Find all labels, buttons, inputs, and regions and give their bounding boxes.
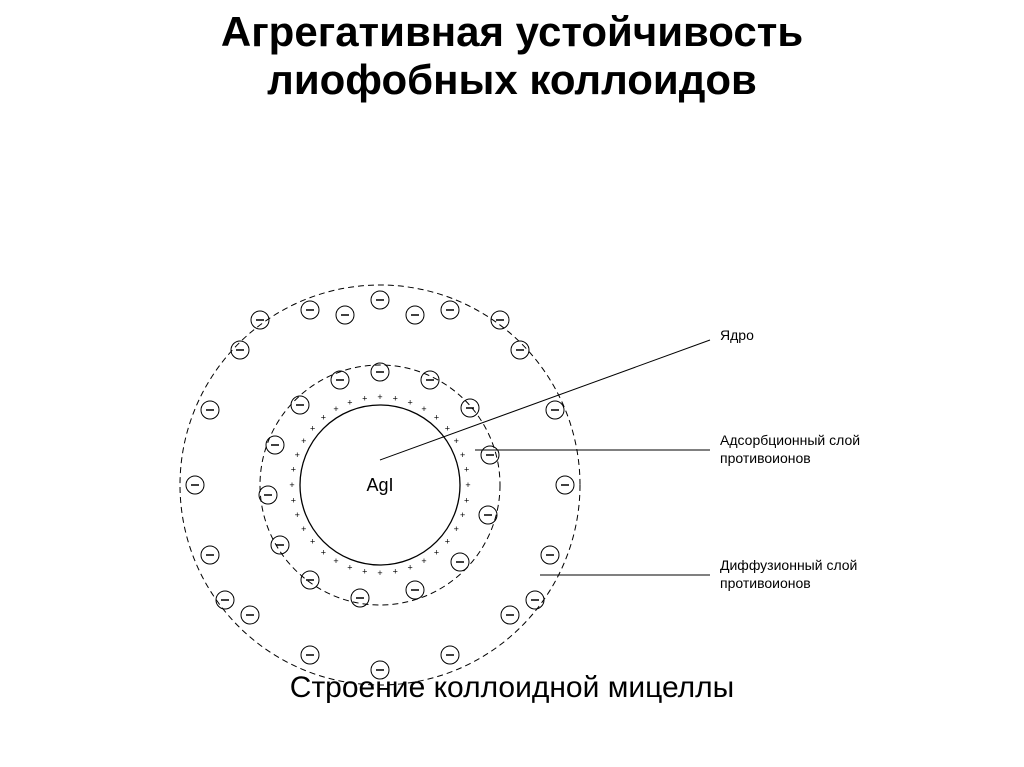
title-line-2: лиофобных коллоидов — [267, 56, 757, 103]
svg-text:+: + — [295, 510, 300, 520]
page-title: Агрегативная устойчивость лиофобных колл… — [0, 0, 1024, 105]
svg-text:+: + — [377, 568, 382, 578]
svg-text:+: + — [393, 393, 398, 403]
svg-text:+: + — [295, 450, 300, 460]
micelle-svg: + + + + + + + + + + + + + + + + + + + + + + + + + + + + + + + + + + + + AgI Я… — [0, 150, 1024, 750]
svg-text:+: + — [421, 556, 426, 566]
svg-text:+: + — [347, 563, 352, 573]
svg-text:+: + — [321, 413, 326, 423]
svg-text:+: + — [460, 510, 465, 520]
svg-text:противоионов: противоионов — [720, 575, 811, 591]
svg-text:Ядро: Ядро — [720, 327, 754, 343]
svg-text:+: + — [434, 413, 439, 423]
svg-text:+: + — [460, 450, 465, 460]
svg-text:+: + — [310, 423, 315, 433]
svg-text:+: + — [464, 495, 469, 505]
svg-text:+: + — [393, 567, 398, 577]
svg-text:+: + — [464, 465, 469, 475]
diagram-caption: Строение коллоидной мицеллы — [0, 671, 1024, 705]
svg-text:+: + — [407, 397, 412, 407]
title-line-1: Агрегативная устойчивость — [221, 8, 803, 55]
svg-text:противоионов: противоионов — [720, 450, 811, 466]
svg-text:+: + — [362, 393, 367, 403]
svg-text:AgI: AgI — [366, 475, 393, 495]
svg-text:+: + — [333, 556, 338, 566]
svg-text:+: + — [421, 404, 426, 414]
svg-text:+: + — [310, 537, 315, 547]
svg-text:+: + — [445, 423, 450, 433]
svg-text:+: + — [445, 537, 450, 547]
svg-text:Диффузионный слой: Диффузионный слой — [720, 557, 857, 573]
svg-text:+: + — [301, 436, 306, 446]
svg-text:+: + — [291, 465, 296, 475]
svg-text:+: + — [289, 480, 294, 490]
svg-text:+: + — [454, 436, 459, 446]
svg-text:+: + — [291, 495, 296, 505]
svg-text:+: + — [347, 397, 352, 407]
micelle-diagram: + + + + + + + + + + + + + + + + + + + + + + + + + + + + + + + + + + + + AgI Я… — [0, 150, 1024, 650]
svg-text:+: + — [454, 524, 459, 534]
svg-text:+: + — [434, 547, 439, 557]
svg-text:Адсорбционный слой: Адсорбционный слой — [720, 432, 860, 448]
svg-text:+: + — [377, 392, 382, 402]
svg-text:+: + — [362, 567, 367, 577]
svg-text:+: + — [407, 563, 412, 573]
svg-text:+: + — [321, 547, 326, 557]
svg-text:+: + — [333, 404, 338, 414]
svg-text:+: + — [301, 524, 306, 534]
svg-text:+: + — [465, 480, 470, 490]
